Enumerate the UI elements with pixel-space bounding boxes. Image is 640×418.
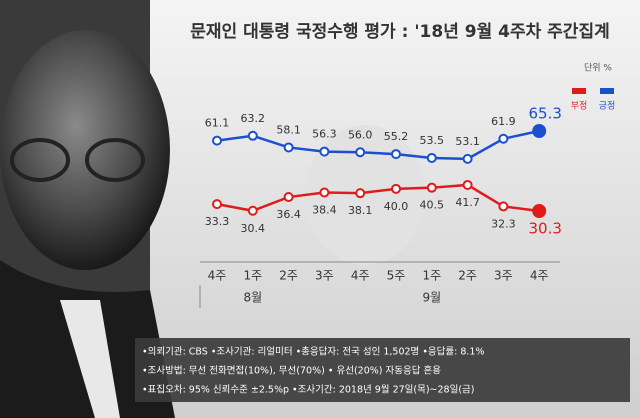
- value-label: 33.3: [205, 215, 230, 228]
- value-label: 53.1: [455, 135, 480, 148]
- point: [498, 201, 509, 212]
- x-tick-label: 4주: [530, 269, 549, 283]
- point: [532, 204, 547, 218]
- value-label: 53.5: [420, 134, 445, 147]
- portrait: [0, 0, 175, 418]
- series-line: [216, 129, 540, 161]
- value-label: 63.2: [241, 112, 266, 125]
- value-label: 30.4: [241, 222, 266, 235]
- value-label: 36.4: [276, 208, 301, 221]
- x-tick-label: 2주: [458, 269, 477, 283]
- legend-swatch: [572, 88, 586, 94]
- point: [212, 199, 222, 210]
- x-tick-label: 5주: [387, 269, 406, 283]
- point: [283, 192, 294, 203]
- point: [426, 182, 437, 193]
- point: [212, 135, 222, 146]
- value-label: 65.3: [528, 105, 561, 123]
- series-line: [216, 183, 540, 213]
- x-tick-label: 4주: [208, 269, 227, 283]
- point: [247, 130, 258, 141]
- value-label: 40.0: [384, 200, 409, 213]
- note: •조사방법: 무선 전화면접(10%), 무선(70%) • 유선(20%) 자…: [142, 365, 441, 377]
- point: [319, 146, 330, 157]
- x-tick-label: 1주: [243, 269, 262, 283]
- month-label: 8월: [243, 291, 262, 305]
- value-label: 56.0: [348, 128, 373, 141]
- value-label: 61.1: [205, 117, 230, 130]
- unit: 단위 %: [584, 63, 612, 74]
- value-label: 38.1: [348, 204, 373, 217]
- value-label: 58.1: [276, 123, 301, 136]
- value-label: 61.9: [491, 115, 516, 128]
- legend-label: 부정: [571, 101, 588, 112]
- point: [462, 153, 473, 164]
- value-label: 32.3: [491, 217, 516, 230]
- point: [462, 179, 473, 190]
- value-label: 30.3: [528, 220, 561, 238]
- point: [391, 183, 401, 194]
- point: [391, 149, 401, 160]
- value-label: 38.4: [312, 203, 337, 216]
- point: [355, 147, 366, 158]
- notes-box: [135, 338, 630, 402]
- x-tick-label: 3주: [315, 269, 334, 283]
- emblem: [305, 125, 425, 265]
- legend-label: 긍정: [599, 101, 616, 112]
- x-tick-label: 4주: [351, 269, 370, 283]
- x-tick-label: 2주: [279, 269, 298, 283]
- x-tick-label: 1주: [422, 269, 441, 283]
- value-label: 40.5: [420, 199, 445, 212]
- point: [247, 205, 258, 216]
- point: [532, 124, 547, 138]
- point: [319, 187, 330, 198]
- value-label: 55.2: [384, 130, 409, 143]
- note: •표집오차: 95% 신뢰수준 ±2.5%p •조사기간: 2018년 9월 2…: [142, 384, 475, 396]
- title: 문재인 대통령 국정수행 평가 : '18년 9월 4주차 주간집계: [190, 21, 609, 42]
- value-label: 41.7: [455, 196, 480, 209]
- value-label: 56.3: [312, 128, 337, 141]
- x-tick-label: 3주: [494, 269, 513, 283]
- point: [355, 188, 366, 199]
- point: [498, 133, 509, 144]
- point: [283, 142, 294, 153]
- legend-swatch: [600, 88, 614, 94]
- month-label: 9월: [422, 291, 441, 305]
- note: •의뢰기관: CBS •조사기관: 리얼미터 •총응답자: 전국 성인 1,50…: [142, 346, 485, 358]
- point: [426, 152, 437, 163]
